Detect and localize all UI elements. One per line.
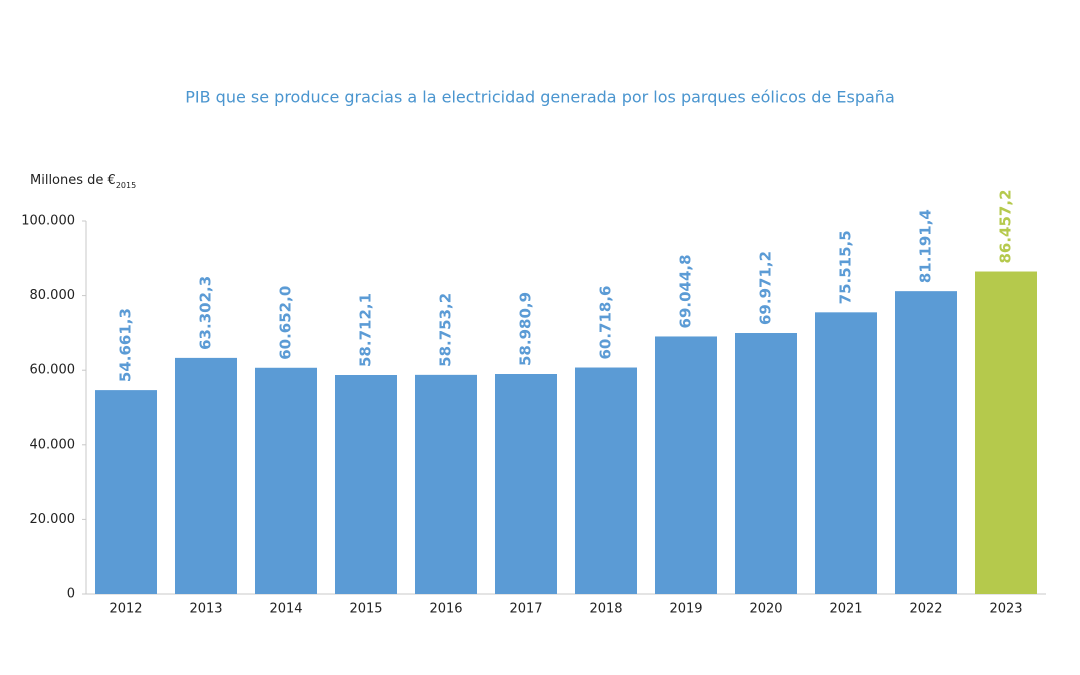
y-tick-label: 0 [67,587,75,602]
x-tick-label: 2018 [589,602,622,617]
y-tick-label: 40.000 [30,437,76,452]
x-tick-label: 2019 [669,602,702,617]
x-tick-label: 2017 [509,602,542,617]
value-label: 54.661,3 [117,308,135,382]
x-tick-label: 2016 [429,602,462,617]
value-label: 69.971,2 [757,251,775,325]
x-tick-label: 2014 [269,602,302,617]
y-tick-label: 20.000 [30,512,76,527]
x-tick-label: 2015 [349,602,382,617]
y-tick-label: 100.000 [21,214,75,229]
x-tick-label: 2020 [749,602,782,617]
value-label: 86.457,2 [997,189,1015,263]
bar [415,374,477,594]
bar [255,367,317,594]
bar [95,390,157,594]
x-tick-label: 2023 [989,602,1022,617]
value-label: 60.718,6 [597,285,615,359]
y-label-subscript: 2015 [116,181,136,190]
value-label: 81.191,4 [917,209,935,283]
value-label: 69.044,8 [677,254,695,328]
value-label: 58.980,9 [517,292,535,366]
bar [175,357,237,594]
x-tick-label: 2012 [109,602,142,617]
value-label: 60.652,0 [277,286,295,360]
x-tick-label: 2013 [189,602,222,617]
bar [495,374,557,594]
bar [815,312,877,594]
y-axis-label: Millones de €2015 [30,173,136,190]
bar [895,291,957,594]
bar [575,367,637,594]
value-label: 58.753,2 [437,293,455,367]
y-tick-label: 60.000 [30,363,76,378]
bar [655,336,717,594]
value-label: 63.302,3 [197,276,215,350]
value-label: 58.712,1 [357,293,375,367]
y-label-main: Millones de € [30,173,116,188]
y-tick-label: 80.000 [30,288,76,303]
x-tick-label: 2022 [909,602,942,617]
bar [975,271,1037,594]
value-label: 75.515,5 [837,230,855,304]
chart-title: PIB que se produce gracias a la electric… [185,88,895,107]
x-tick-label: 2021 [829,602,862,617]
bar [735,333,797,594]
bar [335,375,397,594]
